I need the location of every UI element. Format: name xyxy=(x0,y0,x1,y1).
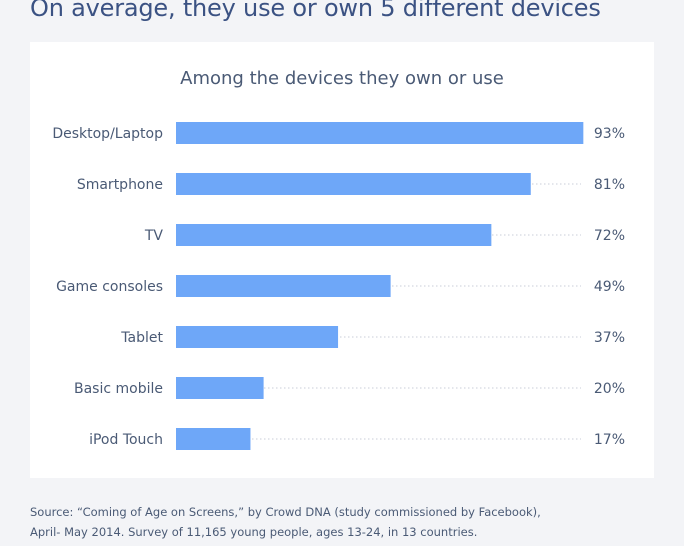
chart-card: Among the devices they own or use Deskto… xyxy=(30,42,654,478)
source-line-2: April- May 2014. Survey of 11,165 young … xyxy=(30,525,478,539)
category-label: Basic mobile xyxy=(74,381,163,397)
bar xyxy=(176,224,492,246)
value-label: 49% xyxy=(594,279,625,295)
bar xyxy=(176,428,251,450)
category-label: Tablet xyxy=(120,330,163,346)
bar xyxy=(176,326,339,348)
category-label: iPod Touch xyxy=(89,432,163,448)
category-label: Game consoles xyxy=(56,279,163,295)
page-headline: On average, they use or own 5 different … xyxy=(30,0,601,22)
bar-chart: Desktop/Laptop 93% Smartphone 81% TV 72% Game … xyxy=(52,122,625,450)
value-label: 20% xyxy=(594,381,625,397)
bar xyxy=(176,377,264,399)
source-note: Source: “Coming of Age on Screens,” by C… xyxy=(30,502,660,542)
value-label: 93% xyxy=(594,126,625,142)
bar xyxy=(176,122,584,144)
value-label: 37% xyxy=(594,330,625,346)
chart-title: Among the devices they own or use xyxy=(180,68,504,89)
value-label: 81% xyxy=(594,177,625,193)
value-label: 72% xyxy=(594,228,625,244)
category-label: Smartphone xyxy=(77,177,163,193)
bar xyxy=(176,275,391,297)
category-label: TV xyxy=(144,228,164,244)
category-label: Desktop/Laptop xyxy=(52,126,163,142)
source-line-1: Source: “Coming of Age on Screens,” by C… xyxy=(30,505,541,519)
value-label: 17% xyxy=(594,432,625,448)
bar xyxy=(176,173,531,195)
